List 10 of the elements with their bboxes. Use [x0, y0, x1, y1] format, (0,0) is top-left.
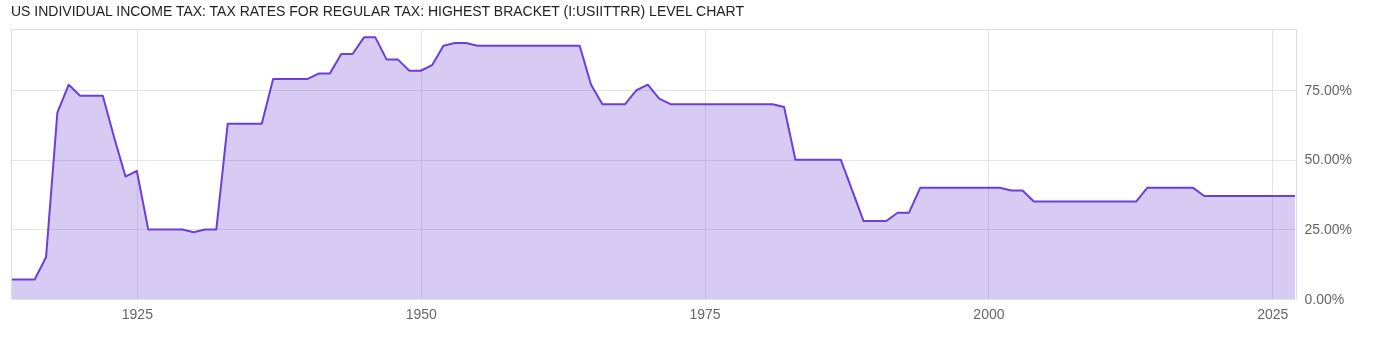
chart-title: US INDIVIDUAL INCOME TAX: TAX RATES FOR REGULAR TAX: HIGHEST BRACKET (I:USIITTRR) LEVEL CHART	[10, 3, 745, 19]
x-tick-label: 2000	[973, 305, 1005, 322]
x-tick-label: 1925	[121, 305, 154, 322]
y-tick-label: 25.00%	[1304, 220, 1352, 237]
x-tick-label: 1950	[405, 305, 438, 322]
y-tick-label: 0.00%	[1304, 290, 1345, 307]
x-tick-label: 2025	[1257, 305, 1289, 322]
y-tick-label: 50.00%	[1304, 151, 1352, 168]
y-tick-label: 75.00%	[1304, 81, 1352, 98]
x-tick-label: 1975	[689, 305, 721, 322]
